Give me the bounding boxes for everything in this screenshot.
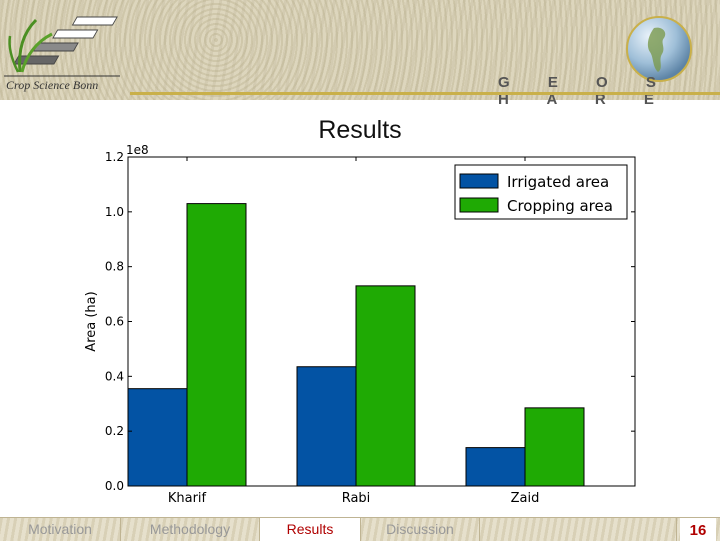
- y-tick-label: 1.2: [105, 150, 124, 164]
- x-tick-label-zaid: Zaid: [511, 491, 540, 506]
- nav-tab-results[interactable]: Results: [260, 518, 361, 541]
- crop-science-logo: [4, 16, 120, 77]
- y-axis-label: Area (ha): [84, 291, 99, 351]
- nav-tab-discussion[interactable]: Discussion: [361, 518, 480, 541]
- legend-label-cropping-area: Cropping area: [507, 197, 613, 215]
- header-divider: [130, 92, 720, 95]
- bar-zaid-cropping-area: [524, 407, 585, 487]
- y-tick-label: 0.8: [105, 260, 124, 274]
- legend-swatch-cropping-area: [459, 197, 499, 213]
- y-tick-label: 1.0: [105, 205, 124, 219]
- globe-icon: [626, 16, 692, 82]
- bar-zaid-irrigated-area: [465, 447, 526, 487]
- slide-title: Results: [318, 116, 402, 144]
- y-tick-label: 0.2: [105, 424, 124, 438]
- bar-kharif-irrigated-area: [127, 388, 188, 487]
- footer-nav: Motivation Methodology Results Discussio…: [0, 517, 720, 541]
- legend-label-irrigated-area: Irrigated area: [507, 173, 609, 191]
- x-tick-label-rabi: Rabi: [342, 491, 371, 506]
- bar-rabi-irrigated-area: [296, 366, 357, 487]
- nav-tab-methodology[interactable]: Methodology: [121, 518, 260, 541]
- header-texture: [0, 0, 720, 100]
- legend-swatch-irrigated-area: [459, 173, 499, 189]
- y-tick-label: 0.6: [105, 315, 124, 329]
- bar-rabi-cropping-area: [355, 285, 416, 487]
- x-tick-label-kharif: Kharif: [168, 491, 207, 506]
- bar-chart: Kharif Rabi Zaid 0.0 0.2 0.4 0.6 0.8 1.0 1.2 1e8 Ar…: [84, 143, 636, 506]
- nav-tab-motivation[interactable]: Motivation: [0, 518, 121, 541]
- y-axis-offset-text: 1e8: [126, 143, 149, 157]
- bar-kharif-cropping-area: [186, 203, 247, 487]
- y-tick-label: 0.4: [105, 369, 124, 383]
- page-number: 16: [680, 518, 716, 541]
- header-background: [0, 0, 720, 100]
- nav-tab-blank[interactable]: [480, 518, 677, 541]
- logo-text: Crop Science Bonn: [6, 78, 99, 92]
- y-tick-label: 0.0: [105, 479, 124, 493]
- brand-wordmark: G E O S H A R E: [498, 74, 673, 108]
